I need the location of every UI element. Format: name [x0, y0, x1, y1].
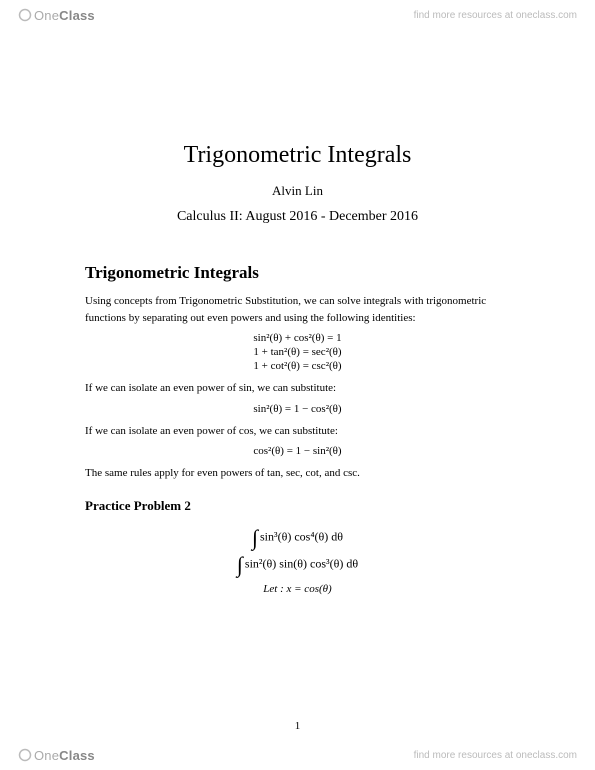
integral-1-body: sin³(θ) cos⁴(θ) dθ: [260, 529, 343, 543]
practice-heading: Practice Problem 2: [85, 498, 510, 514]
brand-class-footer: Class: [59, 748, 95, 763]
integral-1: ∫sin³(θ) cos⁴(θ) dθ: [85, 528, 510, 548]
identity-3: 1 + cot²(θ) = csc²(θ): [85, 360, 510, 372]
cos-formula-block: cos²(θ) = 1 − sin²(θ): [85, 445, 510, 457]
brand-logo: OneClass: [18, 8, 95, 23]
cos-substitution-text: If we can isolate an even power of cos, …: [85, 423, 510, 440]
header-promo: find more resources at oneclass.com: [414, 10, 577, 21]
identity-2: 1 + tan²(θ) = sec²(θ): [85, 346, 510, 358]
let-substitution: Let : x = cos(θ): [85, 583, 510, 595]
integral-2-body: sin²(θ) sin(θ) cos³(θ) dθ: [245, 557, 358, 571]
page-number: 1: [0, 720, 595, 732]
sin-substitution-text: If we can isolate an even power of sin, …: [85, 380, 510, 397]
closing-paragraph: The same rules apply for even powers of …: [85, 465, 510, 482]
brand-one-footer: One: [34, 748, 59, 763]
sin-formula: sin²(θ) = 1 − cos²(θ): [85, 403, 510, 415]
integral-icon: ∫: [252, 528, 258, 548]
sin-formula-block: sin²(θ) = 1 − cos²(θ): [85, 403, 510, 415]
footer-bar: OneClass find more resources at oneclass…: [0, 740, 595, 770]
cos-formula: cos²(θ) = 1 − sin²(θ): [85, 445, 510, 457]
integral-2: ∫sin²(θ) sin(θ) cos³(θ) dθ: [85, 555, 510, 575]
logo-icon: [18, 8, 32, 22]
course-line: Calculus II: August 2016 - December 2016: [85, 209, 510, 225]
brand-one: One: [34, 8, 59, 23]
brand-class: Class: [59, 8, 95, 23]
brand-logo-footer: OneClass: [18, 748, 95, 763]
footer-promo: find more resources at oneclass.com: [414, 750, 577, 761]
intro-paragraph: Using concepts from Trigonometric Substi…: [85, 293, 510, 326]
logo-icon: [18, 748, 32, 762]
section-heading: Trigonometric Integrals: [85, 263, 510, 283]
page-title: Trigonometric Integrals: [85, 142, 510, 169]
author-name: Alvin Lin: [85, 183, 510, 199]
identity-1: sin²(θ) + cos²(θ) = 1: [85, 332, 510, 344]
document-page: Trigonometric Integrals Alvin Lin Calcul…: [0, 30, 595, 740]
integral-icon: ∫: [237, 555, 243, 575]
header-bar: OneClass find more resources at oneclass…: [0, 0, 595, 30]
identities-block: sin²(θ) + cos²(θ) = 1 1 + tan²(θ) = sec²…: [85, 332, 510, 372]
